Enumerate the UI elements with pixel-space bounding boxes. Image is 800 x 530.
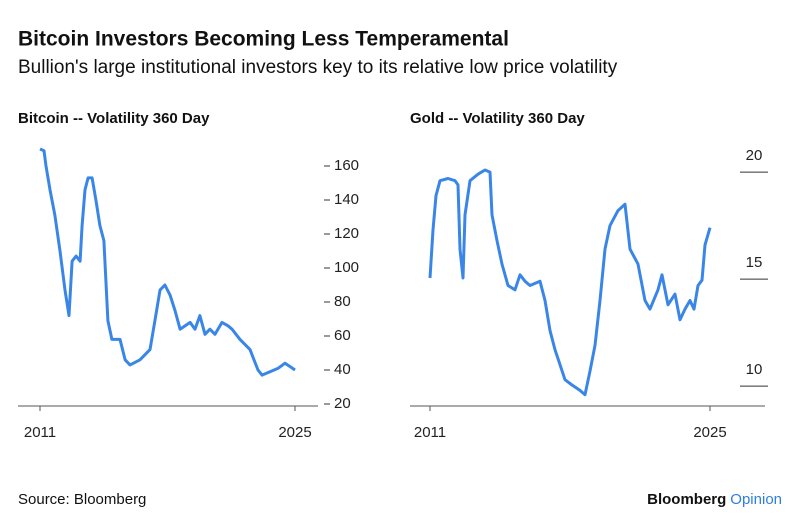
y-tick-label: 80 xyxy=(334,293,351,310)
logo-brand: Bloomberg xyxy=(647,491,726,508)
subtitle: Bullion's large institutional investors … xyxy=(18,57,618,78)
panel-title: Bitcoin -- Volatility 360 Day xyxy=(18,110,210,127)
x-tick-label: 2025 xyxy=(278,424,311,441)
y-tick-label: 160 xyxy=(334,157,359,174)
y-tick-label: 15 xyxy=(746,254,763,271)
source: Source: Bloomberg xyxy=(18,491,146,508)
x-tick-label: 2011 xyxy=(24,424,56,441)
logo: Bloomberg Opinion xyxy=(647,491,782,508)
y-tick-label: 120 xyxy=(334,225,359,242)
y-tick-label: 10 xyxy=(746,361,763,378)
y-tick-label: 20 xyxy=(334,395,351,412)
x-tick-label: 2025 xyxy=(693,424,726,441)
title: Bitcoin Investors Becoming Less Temperam… xyxy=(18,28,509,51)
y-tick-label: 100 xyxy=(334,259,359,276)
data-line xyxy=(39,147,296,377)
y-tick-label: 40 xyxy=(334,361,351,378)
logo-sub: Opinion xyxy=(730,491,782,508)
panel-title: Gold -- Volatility 360 Day xyxy=(410,110,585,127)
data-line xyxy=(428,168,712,397)
y-tick-label: 20 xyxy=(746,147,763,164)
x-tick-label: 2011 xyxy=(414,424,446,441)
y-tick-label: 60 xyxy=(334,327,351,344)
y-tick-label: 140 xyxy=(334,191,359,208)
